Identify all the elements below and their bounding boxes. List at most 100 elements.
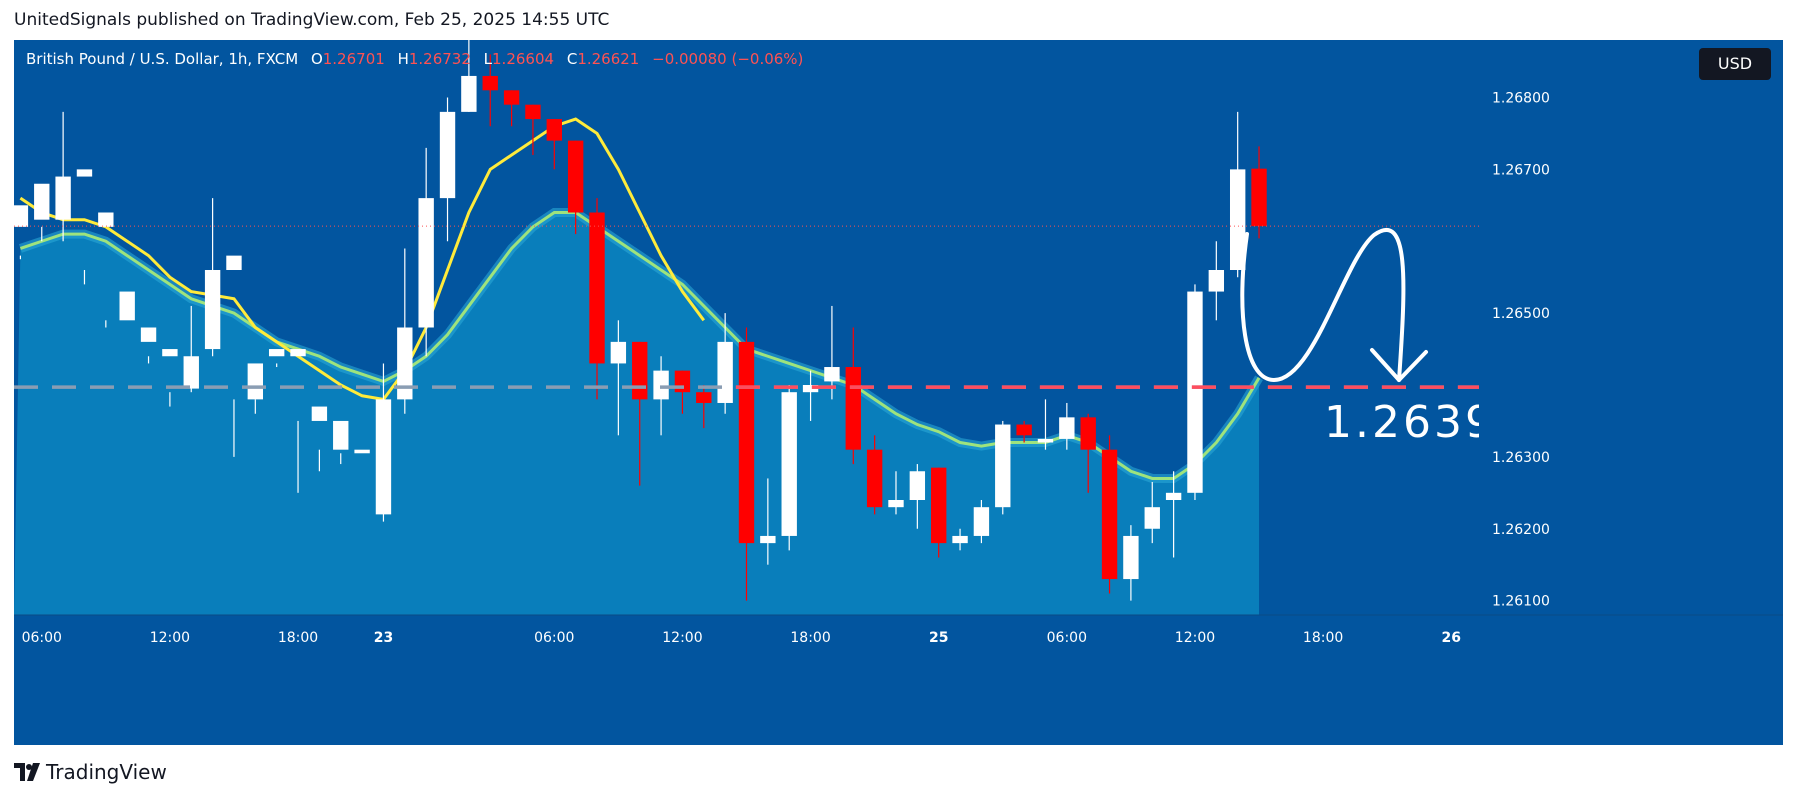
candle-body — [98, 212, 114, 227]
candle-body — [1144, 507, 1160, 529]
candle-body — [567, 140, 584, 213]
candle-body — [589, 212, 605, 364]
price-tick-label: 1.26100 — [1492, 594, 1550, 610]
candle-body — [909, 471, 926, 500]
candle-body — [824, 367, 840, 382]
low-value: 1.26604 — [492, 50, 555, 68]
candle-body — [717, 341, 733, 403]
candle-body — [802, 385, 819, 393]
time-tick-label: 25 — [929, 630, 948, 646]
candle-body — [268, 349, 285, 357]
symbol-name: British Pound / U.S. Dollar, 1h, FXCM — [26, 50, 299, 68]
candle-body — [995, 424, 1011, 508]
forecast-arrow — [1240, 227, 1406, 383]
candle-body — [760, 535, 776, 544]
candle-body — [888, 500, 904, 508]
time-tick-label: 06:00 — [22, 630, 62, 646]
price-tick-label: 1.26700 — [1492, 162, 1550, 178]
candle-body — [931, 467, 947, 544]
tradingview-logo-icon — [14, 763, 40, 781]
candle-body — [845, 367, 861, 450]
candle-body — [461, 75, 477, 112]
currency-button[interactable]: USD — [1699, 48, 1771, 80]
brand-footer[interactable]: TradingView — [14, 760, 167, 784]
candle-body — [333, 420, 349, 450]
candle-body — [525, 104, 541, 120]
candle-body — [503, 90, 520, 105]
candle-body — [354, 449, 370, 454]
candle-body — [439, 111, 456, 199]
candlestick-chart[interactable]: 1.263971.2662104:451.2639 1.261001.26200… — [14, 40, 1783, 745]
axis-layer: 1.26100 1.26200 1.26300 1.26500 1.26700 1.268… — [14, 40, 1783, 745]
candle-body — [397, 327, 413, 400]
symbol-legend: British Pound / U.S. Dollar, 1h, FXCM O1… — [26, 50, 803, 68]
candle-body — [781, 392, 797, 536]
fast-ma-line — [19, 117, 705, 402]
time-tick-label: 23 — [374, 630, 393, 646]
price-tick-label: 1.26200 — [1492, 522, 1550, 538]
candle-body — [226, 255, 242, 270]
candle-body — [1101, 449, 1118, 580]
candle-body — [34, 183, 50, 220]
time-tick-label: 18:00 — [790, 630, 830, 646]
low-label: L — [483, 50, 493, 68]
candle-layer — [14, 40, 1267, 601]
candle-body — [375, 399, 392, 515]
open-label: O — [310, 50, 323, 68]
candle-body — [311, 406, 328, 421]
candle-body — [1037, 438, 1054, 443]
candle-body — [1208, 270, 1225, 292]
candle-body — [1187, 291, 1203, 493]
candle-body — [1165, 492, 1182, 500]
band-layer — [14, 208, 1263, 615]
time-tick-label: 12:00 — [1175, 630, 1215, 646]
price-axis-panel — [1479, 40, 1783, 745]
time-tick-label: 12:00 — [662, 630, 702, 646]
candle-body — [653, 370, 669, 400]
candle-body — [162, 349, 178, 357]
target-annotation: 1.2639 — [1324, 397, 1496, 448]
price-tick-label: 1.26300 — [1492, 450, 1550, 466]
close-value: 1.26621 — [577, 50, 640, 68]
change-value: −0.00080 (−0.06%) — [652, 50, 804, 68]
candle-body — [1016, 424, 1032, 436]
candle-body — [119, 291, 135, 321]
price-tick-label: 1.26500 — [1492, 306, 1550, 322]
candle-body — [674, 370, 691, 393]
publish-info: UnitedSignals published on TradingView.c… — [14, 10, 610, 30]
candle-body — [632, 341, 648, 400]
time-tick-label: 12:00 — [150, 630, 190, 646]
candle-body — [1123, 535, 1139, 580]
candle-body — [290, 349, 306, 357]
time-tick-label: 06:00 — [534, 630, 574, 646]
close-label: C — [566, 50, 578, 68]
candle-body — [247, 363, 264, 400]
candle-body — [204, 270, 221, 350]
candle-body — [140, 327, 157, 342]
indicator-band — [14, 212, 1260, 615]
high-value: 1.26732 — [408, 50, 471, 68]
candle-body — [738, 341, 755, 544]
time-tick-label: 18:00 — [1303, 630, 1343, 646]
candle-body — [546, 119, 562, 141]
chart-area[interactable]: 1.263971.2662104:451.2639 1.261001.26200… — [14, 40, 1783, 745]
candle-body — [973, 507, 990, 536]
candle-body — [610, 341, 627, 364]
candle-body — [1251, 168, 1267, 227]
price-tick-label: 1.26800 — [1492, 91, 1550, 107]
candle-body — [1229, 169, 1246, 270]
time-tick-label: 18:00 — [278, 630, 318, 646]
candle-body — [482, 75, 498, 91]
time-tick-label: 26 — [1441, 630, 1460, 646]
forecast-arrow-head — [1370, 348, 1428, 382]
brand-name: TradingView — [46, 760, 167, 784]
candle-body — [952, 535, 968, 544]
candle-body — [1059, 417, 1075, 439]
candle-body — [14, 205, 29, 227]
candle-body — [866, 449, 883, 508]
time-tick-label: 06:00 — [1047, 630, 1087, 646]
candle-body — [183, 356, 199, 389]
candle-body — [1080, 417, 1096, 450]
open-value: 1.26701 — [322, 50, 385, 68]
candle-body — [76, 169, 93, 177]
